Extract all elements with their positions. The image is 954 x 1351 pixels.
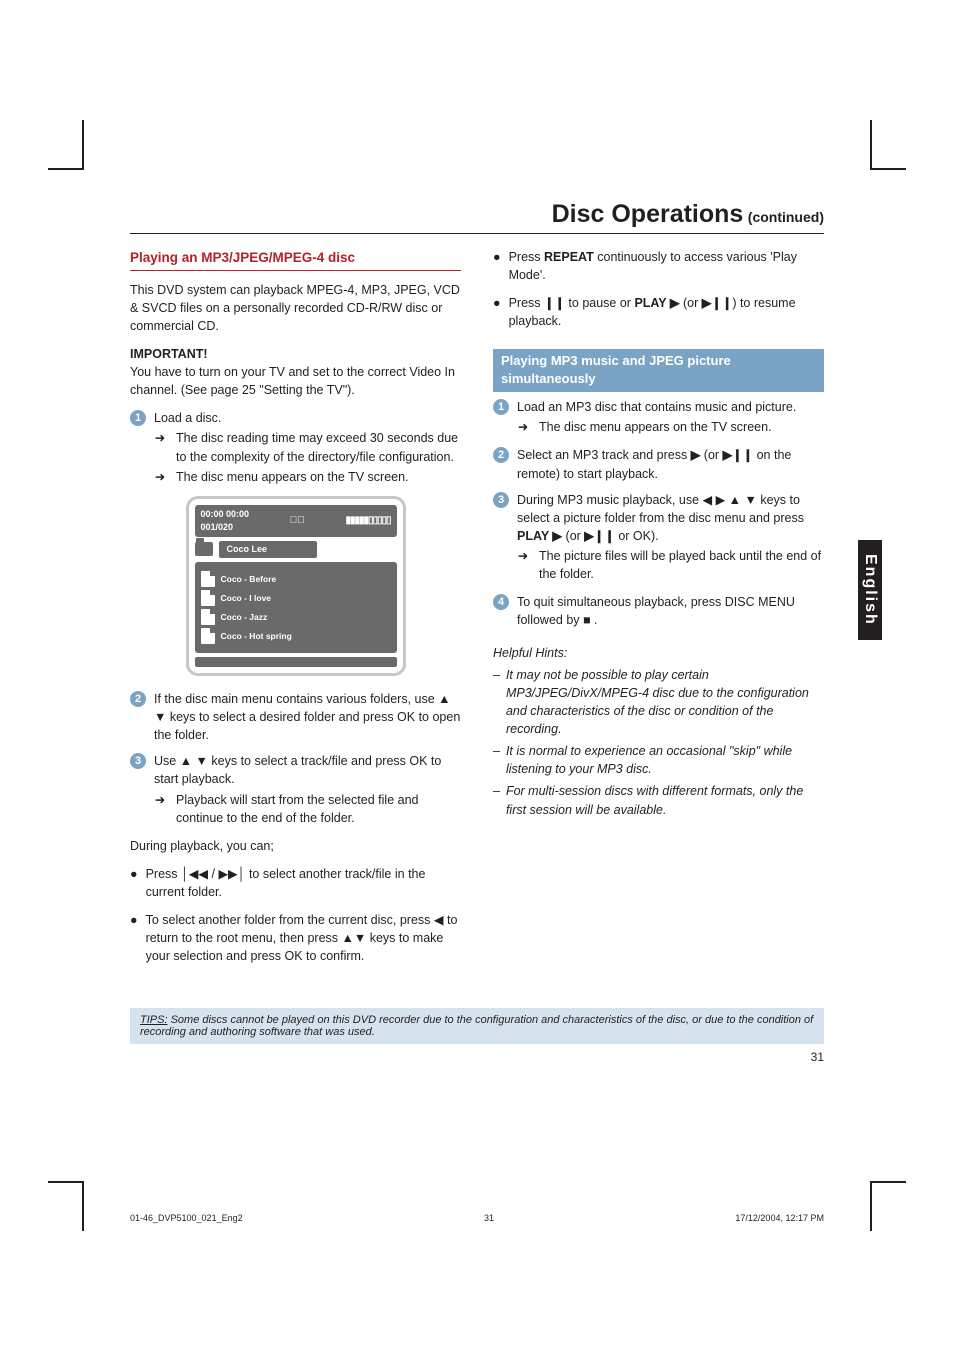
footer-filename: 01-46_DVP5100_021_Eng2 xyxy=(130,1213,243,1223)
disc-menu-screenshot: 00:00 00:00 001/020 ▸⃝ ▮▮▮▮▮▯▯▯▯▯ Coco L… xyxy=(186,496,406,676)
play-button-label: PLAY ▶ xyxy=(517,529,562,543)
play-pause-icon: ▶❙❙ xyxy=(702,296,733,310)
result-arrow-icon: ➜ xyxy=(515,418,531,436)
result-arrow-icon: ➜ xyxy=(515,547,531,583)
text-fragment: Select an MP3 track and press xyxy=(517,448,691,462)
shot-footer-bar xyxy=(195,657,397,667)
file-icon xyxy=(201,609,215,625)
text-fragment: or OK). xyxy=(615,529,659,543)
tips-bar-label: TIPS: xyxy=(140,1014,168,1026)
bullet-pause: Press ❙❙ to pause or PLAY ▶ (or ▶❙❙) to … xyxy=(509,294,824,330)
bullet-other-folder: To select another folder from the curren… xyxy=(146,911,461,965)
crop-mark xyxy=(82,120,84,170)
sim-step-1-result: The disc menu appears on the TV screen. xyxy=(539,418,772,436)
page-title-cont: (continued) xyxy=(748,209,824,225)
step-number-icon: 2 xyxy=(130,691,146,707)
step-number-icon: 1 xyxy=(130,410,146,426)
important-label: IMPORTANT! xyxy=(130,347,208,361)
tips-bar: TIPS: Some discs cannot be played on thi… xyxy=(130,1008,824,1044)
page-number: 31 xyxy=(130,1050,824,1064)
folder-icon xyxy=(195,542,213,556)
crop-mark xyxy=(870,120,872,170)
play-icon: ▶ xyxy=(691,448,701,462)
track-row: Coco - Jazz xyxy=(221,611,268,623)
tips-bar-body: Some discs cannot be played on this DVD … xyxy=(140,1014,813,1038)
text-fragment: (or xyxy=(562,529,584,543)
hint-3: For multi-session discs with different f… xyxy=(506,782,824,818)
hint-2: It is normal to experience an occasional… xyxy=(506,742,824,778)
track-row: Coco - I love xyxy=(221,592,272,604)
crop-mark xyxy=(48,1181,84,1183)
bullet-icon: ● xyxy=(130,911,138,965)
sim-step-3: During MP3 music playback, use ◀ ▶ ▲ ▼ k… xyxy=(517,491,824,545)
crop-mark xyxy=(82,1181,84,1231)
crop-mark xyxy=(48,168,84,170)
during-playback-label: During playback, you can; xyxy=(130,837,461,855)
helpful-hints-label: Helpful Hints: xyxy=(493,644,824,662)
bullet-icon: ● xyxy=(130,865,138,901)
page-title-main: Disc Operations xyxy=(552,200,744,228)
section-heading-left: Playing an MP3/JPEG/MPEG-4 disc xyxy=(130,248,461,271)
file-icon xyxy=(201,590,215,606)
file-icon xyxy=(201,628,215,644)
track-row: Coco - Before xyxy=(221,573,277,585)
equalizer-bars-icon: ▮▮▮▮▮▯▯▯▯▯ xyxy=(345,514,390,529)
intro-paragraph: This DVD system can playback MPEG-4, MP3… xyxy=(130,281,461,335)
result-arrow-icon: ➜ xyxy=(152,468,168,486)
step-3-result: Playback will start from the selected fi… xyxy=(176,791,461,827)
language-tab: English xyxy=(858,540,882,640)
play-indicator-icon: ▸⃝ xyxy=(290,514,305,529)
dash-icon: – xyxy=(493,666,500,739)
footer-page: 31 xyxy=(484,1213,494,1223)
play-pause-icon: ▶❙❙ xyxy=(723,448,754,462)
album-label: Coco Lee xyxy=(219,541,318,558)
shot-time: 00:00 00:00 xyxy=(201,509,250,519)
text-fragment: During MP3 music playback, use ◀ ▶ ▲ ▼ k… xyxy=(517,493,804,525)
bullet-prev-next: Press │◀◀ / ▶▶│ to select another track/… xyxy=(146,865,461,901)
step-number-icon: 2 xyxy=(493,447,509,463)
important-body: You have to turn on your TV and set to t… xyxy=(130,365,455,397)
dash-icon: – xyxy=(493,782,500,818)
crop-mark xyxy=(870,168,906,170)
sim-step-3-result: The picture files will be played back un… xyxy=(539,547,824,583)
step-number-icon: 4 xyxy=(493,594,509,610)
crop-mark xyxy=(870,1181,906,1183)
repeat-button-label: REPEAT xyxy=(544,250,594,264)
shot-track: 001/020 xyxy=(201,522,234,532)
step-number-icon: 3 xyxy=(493,492,509,508)
step-1-text: Load a disc. xyxy=(154,409,461,427)
text-fragment: (or xyxy=(680,296,702,310)
step-3-text: Use ▲ ▼ keys to select a track/file and … xyxy=(154,752,461,788)
step-number-icon: 1 xyxy=(493,399,509,415)
step-2-text: If the disc main menu contains various f… xyxy=(154,690,461,744)
crop-mark xyxy=(870,1181,872,1231)
bullet-icon: ● xyxy=(493,294,501,330)
text-fragment: to pause or xyxy=(565,296,635,310)
result-arrow-icon: ➜ xyxy=(152,429,168,465)
text-fragment: (or xyxy=(700,448,722,462)
text-fragment: Press xyxy=(509,250,544,264)
dash-icon: – xyxy=(493,742,500,778)
bullet-icon: ● xyxy=(493,248,501,284)
page-title: Disc Operations (continued) xyxy=(130,200,824,234)
step-number-icon: 3 xyxy=(130,753,146,769)
step-1-result-1: The disc reading time may exceed 30 seco… xyxy=(176,429,461,465)
subsection-heading-simultaneous: Playing MP3 music and JPEG picture simul… xyxy=(493,349,824,393)
file-icon xyxy=(201,571,215,587)
play-button-label: PLAY ▶ xyxy=(634,296,679,310)
sim-step-4: To quit simultaneous playback, press DIS… xyxy=(517,593,824,629)
pause-icon: ❙❙ xyxy=(544,296,565,310)
bullet-repeat: Press REPEAT continuously to access vari… xyxy=(509,248,824,284)
step-1-result-2: The disc menu appears on the TV screen. xyxy=(176,468,409,486)
footer-meta: 01-46_DVP5100_021_Eng2 31 17/12/2004, 12… xyxy=(130,1213,824,1223)
text-fragment: Press xyxy=(509,296,544,310)
sim-step-2: Select an MP3 track and press ▶ (or ▶❙❙ … xyxy=(517,446,824,482)
hint-1: It may not be possible to play certain M… xyxy=(506,666,824,739)
result-arrow-icon: ➜ xyxy=(152,791,168,827)
footer-timestamp: 17/12/2004, 12:17 PM xyxy=(735,1213,824,1223)
sim-step-1: Load an MP3 disc that contains music and… xyxy=(517,398,824,416)
play-pause-icon: ▶❙❙ xyxy=(584,529,615,543)
track-row: Coco - Hot spring xyxy=(221,630,292,642)
